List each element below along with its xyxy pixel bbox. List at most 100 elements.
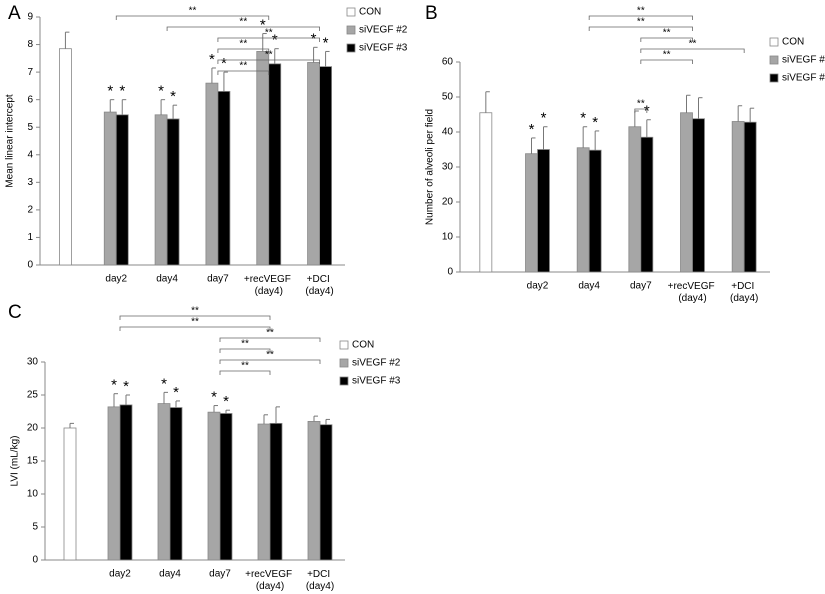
y-tick-label: 15 (27, 456, 39, 467)
significance-star: * (161, 375, 167, 392)
y-tick-label: 5 (27, 122, 33, 133)
legend-swatch (769, 73, 779, 83)
significance-bracket (217, 59, 320, 64)
bar (207, 411, 221, 561)
legend-label: siVEGF #2 (352, 358, 401, 369)
legend-swatch (346, 43, 356, 53)
y-tick-label: 10 (27, 489, 39, 500)
x-tick-label: +recVEGF (day4) (245, 569, 295, 592)
bar (269, 422, 283, 561)
y-tick-label: 2 (27, 205, 33, 216)
legend-label: siVEGF #2 (782, 55, 825, 66)
significance-bracket (219, 370, 271, 375)
legend-label: siVEGF #3 (359, 43, 408, 54)
y-tick-label: 0 (32, 555, 38, 566)
x-tick-label: +DCI (day4) (730, 281, 758, 304)
significance-star: * (123, 378, 129, 395)
bar (107, 406, 121, 561)
y-tick-label: 8 (27, 39, 33, 50)
x-tick-label: day4 (159, 569, 181, 580)
bar (319, 66, 332, 266)
significance-bracket (217, 48, 270, 53)
y-tick-label: 3 (27, 177, 33, 188)
legend-label: siVEGF #2 (359, 25, 408, 36)
significance-bracket (640, 48, 745, 53)
bar (588, 149, 602, 273)
y-tick-label: 7 (27, 67, 33, 78)
significance-bracket (588, 26, 693, 31)
y-tick-label: 0 (27, 260, 33, 271)
x-tick-label: day4 (578, 281, 600, 292)
y-axis-label: Number of alveoli per field (425, 109, 436, 225)
significance-label: ** (637, 99, 645, 110)
significance-star: * (119, 83, 125, 100)
significance-star: * (221, 55, 227, 72)
y-tick-label: 30 (27, 357, 39, 368)
x-tick-label: day2 (105, 274, 127, 285)
legend-label: CON (359, 7, 381, 18)
bar (59, 48, 72, 266)
y-tick-label: 60 (442, 57, 454, 68)
y-tick-label: 40 (442, 127, 454, 138)
significance-label: ** (689, 39, 697, 50)
significance-star: * (592, 114, 598, 131)
x-tick-label: day4 (156, 274, 178, 285)
y-axis-label: LVI (mL/kg) (10, 436, 21, 487)
y-tick-label: 6 (27, 94, 33, 105)
significance-label: ** (637, 17, 645, 28)
significance-label: ** (239, 61, 247, 72)
bar (479, 112, 493, 273)
significance-bracket (219, 359, 321, 364)
legend-swatch (339, 358, 349, 368)
legend-swatch (346, 7, 356, 17)
significance-star: * (111, 377, 117, 394)
x-tick-label: +recVEGF (day4) (244, 274, 294, 297)
bar (307, 421, 321, 561)
significance-star: * (223, 393, 229, 410)
significance-bracket (166, 26, 320, 31)
significance-bracket (217, 37, 320, 42)
legend-label: siVEGF #3 (782, 73, 825, 84)
y-tick-label: 4 (27, 149, 33, 160)
significance-star: * (311, 30, 317, 47)
bar (307, 62, 320, 266)
bar (640, 136, 654, 273)
legend-label: CON (352, 340, 374, 351)
significance-bracket (640, 59, 693, 64)
significance-bracket (115, 15, 270, 20)
bar (103, 111, 117, 266)
significance-bracket (219, 337, 321, 342)
legend-swatch (339, 340, 349, 350)
significance-bracket (119, 326, 271, 331)
legend-label: CON (782, 37, 804, 48)
significance-label: ** (266, 328, 274, 339)
y-tick-label: 50 (442, 92, 454, 103)
bar (692, 118, 705, 273)
significance-label: ** (239, 17, 247, 28)
significance-label: ** (239, 39, 247, 50)
x-tick-label: day7 (209, 569, 231, 580)
significance-label: ** (266, 350, 274, 361)
bar (576, 147, 590, 273)
significance-star: * (173, 384, 179, 401)
y-tick-label: 30 (442, 162, 454, 173)
significance-label: ** (265, 28, 273, 39)
significance-label: ** (663, 28, 671, 39)
significance-label: ** (265, 50, 273, 61)
legend-swatch (339, 376, 349, 386)
bar (319, 424, 333, 561)
significance-label: ** (191, 306, 199, 317)
significance-star: * (529, 121, 535, 138)
bar (205, 82, 219, 266)
bar (256, 51, 270, 266)
y-tick-label: 0 (447, 267, 453, 278)
significance-label: ** (189, 6, 197, 17)
legend-swatch (769, 37, 779, 47)
y-axis-label: Mean linear intercept (5, 94, 16, 188)
significance-star: * (170, 88, 176, 105)
x-tick-label: +recVEGF (day4) (668, 281, 718, 304)
significance-star: * (580, 110, 586, 127)
bar (157, 403, 171, 561)
y-tick-label: 10 (442, 232, 454, 243)
